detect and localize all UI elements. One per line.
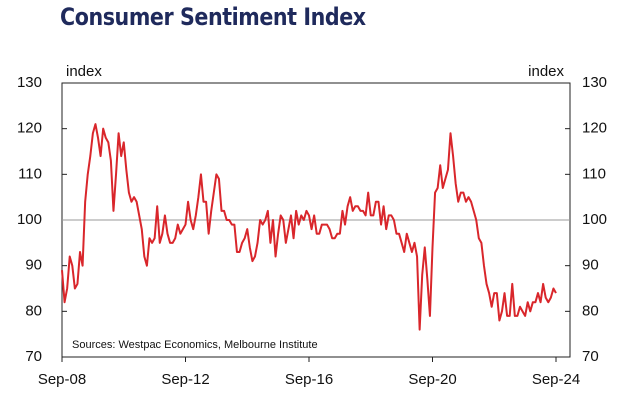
data-line [61,123,557,331]
y-tick-label: 130 [17,74,42,91]
y-axis-label: index [66,63,102,80]
y2-tick-label: 100 [582,211,607,228]
x-tick-label: Sep-20 [408,371,456,388]
x-tick-label: Sep-16 [285,371,333,388]
x-tick-label: Sep-24 [532,371,580,388]
y2-tick-label: 70 [582,348,599,365]
y2-axis-label: index [528,63,564,80]
y-tick-label: 70 [25,348,42,365]
y-tick-label: 90 [25,257,42,274]
y-tick-label: 100 [17,211,42,228]
x-tick-label: Sep-12 [161,371,209,388]
x-tick-label: Sep-08 [38,371,86,388]
y2-tick-label: 80 [582,302,599,319]
y-tick-label: 80 [25,302,42,319]
y2-tick-label: 90 [582,257,599,274]
y-tick-label: 120 [17,120,42,137]
y2-tick-label: 120 [582,120,607,137]
y2-tick-label: 110 [582,165,606,182]
source-note: Sources: Westpac Economics, Melbourne In… [72,339,318,351]
chart-title: Consumer Sentiment Index [60,4,367,32]
y-tick-label: 110 [18,165,42,182]
y2-tick-label: 130 [582,74,607,91]
